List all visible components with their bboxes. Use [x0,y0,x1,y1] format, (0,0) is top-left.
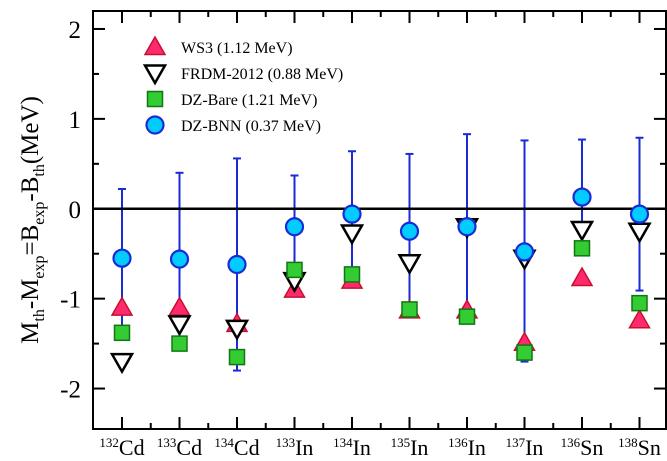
marker-dz-bare [573,240,591,257]
marker-dz-bnn [227,254,247,275]
mass-number: 134 [333,435,353,450]
marker-dz-bare [286,261,303,279]
plot-frame [92,10,667,430]
y-axis-title: Mth-Mexp=Bexp-Bth(MeV) [17,96,48,344]
mass-number: 138 [618,435,638,450]
element-symbol: Sn [580,435,603,460]
element-symbol: Cd [119,435,145,460]
y-title-part: exp [31,202,48,225]
x-category-label: 138Sn [618,435,661,460]
mass-number: 134 [214,435,234,450]
element-symbol: In [525,435,543,460]
marker-dz-bnn [457,217,477,237]
marker-dz-bare [631,294,648,312]
x-category-label: 133In [276,435,314,460]
marker-dz-bare [171,335,188,352]
marker-frdm-2012 [224,319,250,341]
legend: WS3 (1.12 MeV) FRDM-2012 (0.88 MeV) DZ-Bar… [142,35,343,135]
y-tick-label: -2 [60,377,81,404]
x-category-label: 132Cd [99,435,144,460]
element-symbol: In [353,435,371,460]
mass-number: 135 [391,435,411,450]
mass-number: 133 [276,435,296,450]
mass-number: 133 [157,435,177,450]
marker-ws3 [168,296,191,316]
marker-ws3 [143,35,167,56]
element-symbol: In [468,435,486,460]
legend-label: DZ-Bare (1.21 MeV) [181,92,317,109]
y-title-part: (MeV) [17,96,44,164]
x-category-label: 133Cd [157,435,202,460]
marker-frdm-2012 [109,352,135,375]
marker-dz-bnn [342,204,362,224]
mass-number: 136 [561,435,581,450]
marker-dz-bnn [514,242,535,262]
marker-dz-bnn [169,249,190,269]
y-tick-label: 0 [69,197,82,224]
marker-dz-bare [146,90,164,108]
marker-dz-bnn [284,217,305,237]
marker-dz-bnn [572,187,592,207]
marker-frdm-2012 [142,64,168,86]
marker-dz-bare [113,324,131,342]
marker-dz-bare [343,266,361,283]
error-bars-layer [118,133,644,372]
mass-number: 136 [448,435,468,450]
y-title-part: exp [31,256,48,279]
x-category-label: 135In [391,435,429,460]
marker-dz-bare [458,308,476,325]
y-tick-label: 2 [69,17,82,44]
y-tick-label: -1 [60,287,81,314]
element-symbol: Cd [176,435,202,460]
legend-label: FRDM-2012 (0.88 MeV) [181,66,343,83]
element-symbol: Cd [234,435,260,460]
element-symbol: In [295,435,313,460]
marker-dz-bnn [399,221,420,241]
element-symbol: In [410,435,428,460]
markers-layer [109,187,652,375]
y-title-part: th [31,309,48,321]
marker-dz-bare [228,348,246,366]
x-category-label: 134Cd [214,435,259,460]
marker-ws3 [570,266,594,287]
element-symbol: Sn [638,435,661,460]
legend-label: WS3 (1.12 MeV) [181,40,293,57]
marker-dz-bare [516,344,533,361]
marker-dz-bnn [145,115,165,135]
marker-dz-bnn [629,204,650,224]
y-title-part: th [31,164,48,176]
x-category-label: 136In [448,435,486,460]
x-category-label: 134In [333,435,371,460]
y-tick-label: 1 [69,107,82,134]
y-title-part: =B [17,225,44,256]
marker-ws3 [628,308,651,329]
marker-frdm-2012 [569,220,595,242]
mass-number: 137 [506,435,526,450]
y-title-part: -M [17,279,44,310]
y-title-part: M [17,322,44,344]
marker-ws3 [110,296,134,316]
marker-dz-bare [401,301,418,318]
x-category-label: 137In [506,435,544,460]
y-title-part: -B [17,177,44,202]
marker-frdm-2012 [167,315,192,337]
marker-frdm-2012 [339,224,365,246]
legend-label: DZ-BNN (0.37 MeV) [181,118,321,135]
mass-number: 132 [99,435,119,450]
marker-dz-bnn [112,248,132,268]
marker-frdm-2012 [397,253,422,276]
x-category-label: 136Sn [561,435,604,460]
marker-frdm-2012 [627,222,652,244]
